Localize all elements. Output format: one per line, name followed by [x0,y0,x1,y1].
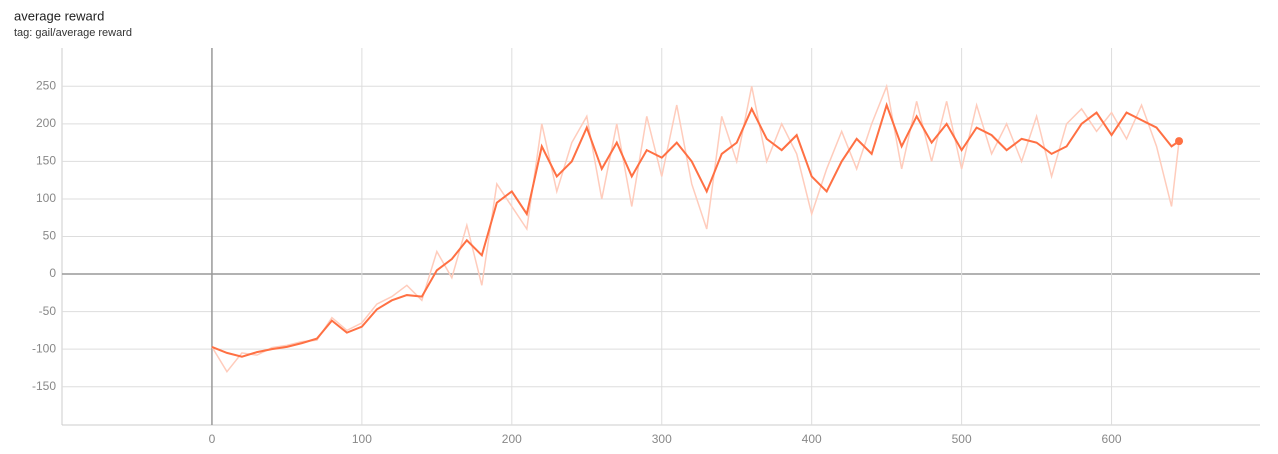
x-tick-label: 200 [502,432,522,446]
y-tick-label: 100 [36,191,56,205]
y-tick-label: 50 [43,229,57,243]
chart-subtitle: tag: gail/average reward [14,27,132,39]
y-tick-label: -50 [39,304,57,318]
x-tick-label: 400 [802,432,822,446]
last-point [1175,137,1184,146]
y-tick-label: 0 [49,266,56,280]
series-line [211,83,1180,373]
chart-title: average reward [14,8,104,23]
x-tick-label: 0 [209,432,216,446]
y-tick-label: 150 [36,154,56,168]
x-tick-label: 500 [952,432,972,446]
x-tick-label: 600 [1102,432,1122,446]
y-tick-label: 200 [36,116,56,130]
series-line [211,101,1180,358]
y-tick-label: -150 [32,379,56,393]
x-tick-label: 100 [352,432,372,446]
x-tick-label: 300 [652,432,672,446]
y-tick-label: 250 [36,78,56,92]
y-tick-label: -100 [32,341,56,355]
